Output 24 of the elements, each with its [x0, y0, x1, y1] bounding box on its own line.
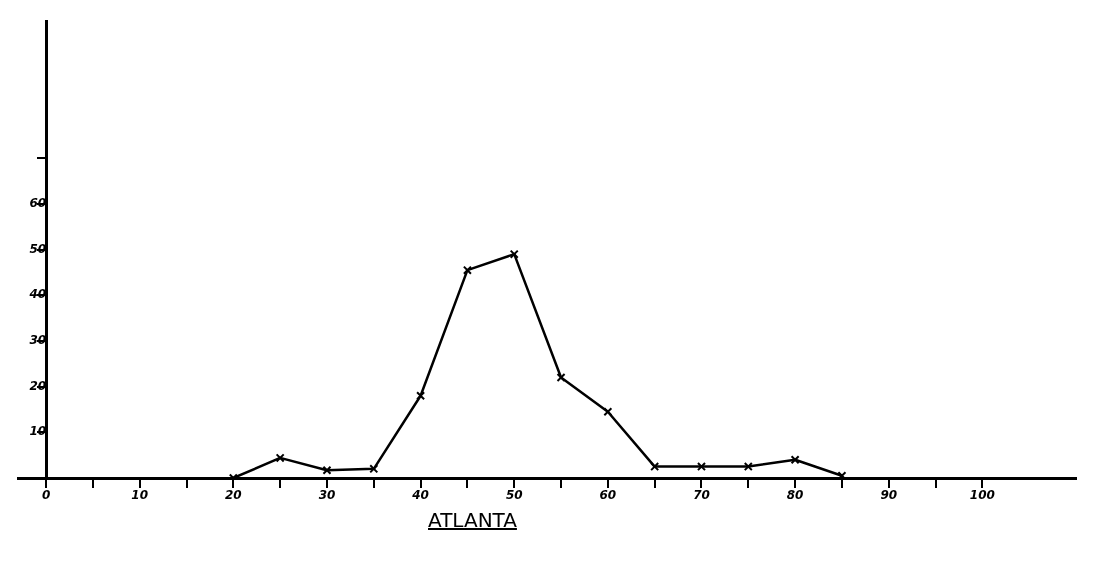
x-tick-label: 80 — [786, 488, 804, 503]
point — [556, 372, 566, 383]
x-tick-label: 30 — [318, 488, 336, 503]
x-tick-label: 90 — [880, 488, 898, 503]
x-tick-label: 100 — [969, 488, 995, 503]
text: ATLANTA — [427, 508, 518, 532]
x-tick-label: 60 — [599, 488, 617, 503]
x-tick-label: 70 — [693, 488, 710, 503]
x-tick-label: 20 — [224, 488, 242, 503]
point — [790, 455, 800, 465]
point — [743, 462, 753, 472]
x-tick-label: 0 — [41, 488, 51, 503]
point — [696, 462, 707, 472]
point — [322, 465, 332, 475]
point — [462, 265, 472, 275]
x-tick-label: 10 — [131, 488, 149, 503]
point — [509, 249, 519, 259]
point — [416, 391, 426, 401]
point — [275, 453, 285, 463]
point — [650, 462, 660, 472]
point — [369, 464, 379, 474]
point — [603, 407, 613, 417]
x-tick-label: 40 — [411, 488, 429, 503]
x-tick-label: 50 — [505, 488, 523, 503]
